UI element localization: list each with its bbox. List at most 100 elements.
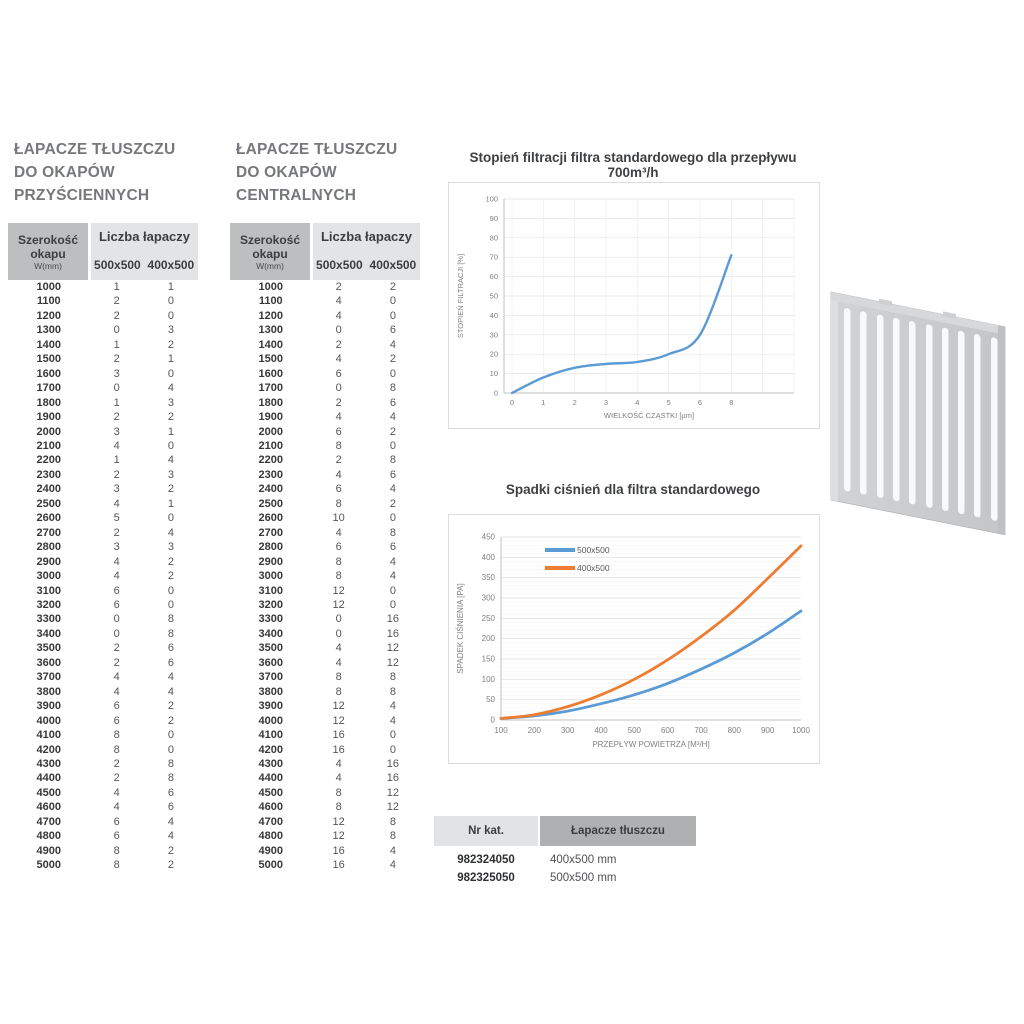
table-row: 4500 4 6	[36, 786, 174, 799]
table-row: 5000 16 4	[258, 859, 396, 872]
svg-text:6: 6	[698, 398, 702, 407]
svg-text:900: 900	[761, 726, 775, 735]
table-row: 1400 1 2	[36, 338, 174, 351]
table-row: 2900 8 4	[258, 555, 396, 568]
table-row: 4200 8 0	[36, 743, 174, 756]
catalog-number: 982324050	[457, 854, 515, 866]
product-photo-grease-filter	[830, 291, 1006, 536]
svg-text:0: 0	[510, 398, 514, 407]
table-row: 2900 4 2	[36, 555, 174, 568]
column-header-hood-width: Szerokość okapu W(mm)	[230, 223, 313, 280]
column-header-unit: W(mm)	[34, 260, 62, 271]
svg-text:20: 20	[490, 350, 498, 359]
svg-text:100: 100	[482, 675, 496, 684]
column-header-hood-width: Szerokość okapu W(mm)	[8, 223, 91, 280]
svg-text:700: 700	[694, 726, 708, 735]
table-row: 2600 5 0	[36, 512, 174, 525]
table-row: 1300 0 3	[36, 324, 174, 337]
svg-text:PRZEPŁYW POWIETRZA [M³/H]: PRZEPŁYW POWIETRZA [M³/H]	[592, 740, 709, 749]
filter-panel-top-edge	[831, 292, 1005, 335]
table-row: 3400 0 16	[258, 627, 400, 640]
central-hoods-section: ŁAPACZE TŁUSZCZU DO OKAPÓW CENTRALNYCH S…	[230, 138, 422, 873]
table-row: 3500 4 12	[258, 642, 400, 655]
table-row: 1800 2 6	[258, 396, 396, 409]
table-row: 1000 2 2	[258, 281, 396, 293]
svg-text:300: 300	[561, 726, 575, 735]
svg-text:SPADEK CIŚNIENIA [PA]: SPADEK CIŚNIENIA [PA]	[456, 583, 465, 673]
table-row: 2000 6 2	[258, 425, 396, 438]
table-row: 3700 8 8	[258, 671, 396, 684]
pressure-drop-chart-title: Spadki ciśnień dla filtra standardowego	[505, 482, 761, 497]
table-row: 1300 0 6	[258, 324, 396, 337]
column-group-header-catcher-count: Liczba łapaczy	[89, 223, 198, 249]
table-row: 2300 2 3	[36, 468, 174, 481]
svg-text:400: 400	[594, 726, 608, 735]
table-row: 2400 3 2	[36, 483, 174, 496]
table-row: 2500 4 1	[36, 497, 174, 510]
table-row: 2100 8 0	[258, 439, 396, 452]
table-row: 4400 4 16	[258, 772, 400, 785]
svg-text:500: 500	[628, 726, 642, 735]
table-row: 1200 2 0	[36, 309, 174, 322]
table-row: 4300 4 16	[258, 757, 400, 770]
title-line: DO OKAPÓW	[236, 164, 337, 181]
catalog-row: 982324050 400x500 mm	[434, 846, 696, 869]
table-row: 3200 12 0	[258, 598, 396, 611]
svg-text:400x500: 400x500	[577, 563, 610, 573]
svg-text:50: 50	[486, 695, 495, 704]
table-row: 5000 8 2	[36, 859, 174, 872]
filter-panel-clip	[879, 298, 892, 307]
svg-text:350: 350	[482, 573, 496, 582]
svg-text:90: 90	[490, 214, 498, 223]
table-row: 4800 6 4	[36, 830, 174, 843]
table-row: 3300 0 8	[36, 613, 174, 626]
table-row: 4700 12 8	[258, 815, 396, 828]
column-header-400x500: 400x500	[365, 249, 420, 280]
svg-text:80: 80	[490, 233, 498, 242]
svg-text:STOPIEŃ FILTRACJI [%]: STOPIEŃ FILTRACJI [%]	[456, 254, 465, 338]
central-hoods-table: Szerokość okapu W(mm) Liczba łapaczy 500…	[230, 223, 420, 873]
svg-text:250: 250	[482, 614, 496, 623]
svg-text:800: 800	[728, 726, 742, 735]
table-row: 2300 4 6	[258, 468, 396, 481]
table-row: 1000 1 1	[36, 281, 174, 293]
section-title-central-hoods: ŁAPACZE TŁUSZCZU DO OKAPÓW CENTRALNYCH	[236, 138, 422, 207]
svg-text:300: 300	[482, 594, 496, 603]
title-line: CENTRALNYCH	[236, 187, 357, 204]
table-row: 2700 4 8	[258, 526, 396, 539]
title-line: ŁAPACZE TŁUSZCZU	[14, 141, 176, 158]
table-row: 3900 6 2	[36, 700, 174, 713]
table-row: 2400 6 4	[258, 483, 396, 496]
table-row: 1200 4 0	[258, 309, 396, 322]
table-row: 2600 10 0	[258, 512, 396, 525]
svg-text:100: 100	[494, 726, 508, 735]
pressure-drop-chart: 0 50 100 150 200 250 300 350 400 450 100 200 300 400 5…	[448, 514, 820, 764]
svg-text:10: 10	[490, 369, 498, 378]
catalog-size: 400x500 mm	[550, 854, 617, 866]
table-row: 4100 16 0	[258, 729, 396, 742]
table-row: 4500 8 12	[258, 786, 400, 799]
table-row: 2100 4 0	[36, 439, 174, 452]
svg-text:200: 200	[482, 634, 496, 643]
table-row: 3000 4 2	[36, 570, 174, 583]
table-row: 4200 16 0	[258, 743, 396, 756]
table-row: 4400 2 8	[36, 772, 174, 785]
table-row: 4000 6 2	[36, 714, 174, 727]
table-row: 4300 2 8	[36, 757, 174, 770]
table-row: 2700 2 4	[36, 526, 174, 539]
svg-text:2: 2	[573, 398, 577, 407]
table-row: 3100 12 0	[258, 584, 396, 597]
column-group-header-catcher-count: Liczba łapaczy	[311, 223, 420, 249]
table-row: 3400 0 8	[36, 627, 174, 640]
svg-text:5: 5	[667, 398, 671, 407]
filter-panel-clip	[943, 311, 956, 319]
svg-text:3: 3	[604, 398, 608, 407]
column-header-500x500: 500x500	[311, 249, 366, 280]
table-row: 3700 4 4	[36, 671, 174, 684]
table-row: 1700 0 8	[258, 382, 396, 395]
title-line: ŁAPACZE TŁUSZCZU	[236, 141, 398, 158]
table-row: 1900 4 4	[258, 411, 396, 424]
svg-text:1000: 1000	[792, 726, 810, 735]
table-row: 4900 16 4	[258, 844, 396, 857]
